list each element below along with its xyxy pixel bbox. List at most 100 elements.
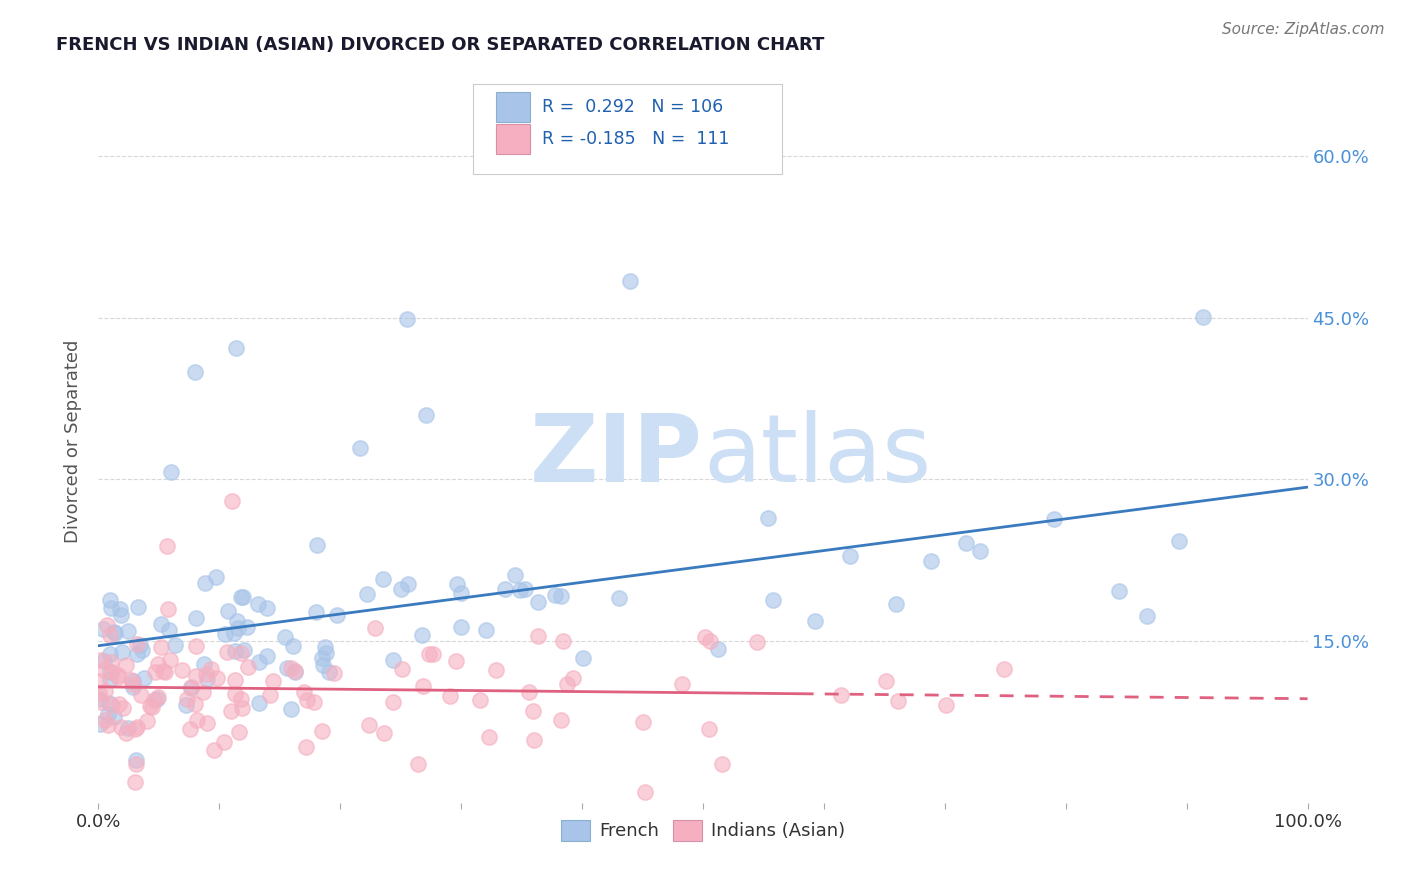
Point	[149, 640, 172, 655]
Point	[122, 673, 145, 688]
FancyBboxPatch shape	[496, 92, 530, 122]
Point	[176, 698, 198, 712]
Point	[100, 655, 122, 669]
Point	[100, 601, 122, 615]
Point	[94, 714, 117, 728]
Point	[247, 598, 270, 612]
Point	[283, 639, 305, 653]
Point	[103, 625, 125, 640]
Point	[935, 698, 957, 712]
Point	[97, 707, 120, 722]
Point	[104, 626, 127, 640]
Point	[494, 582, 516, 597]
Point	[236, 660, 259, 674]
Point	[110, 607, 132, 622]
Point	[838, 549, 860, 563]
Point	[312, 658, 335, 673]
Point	[100, 665, 122, 679]
Point	[229, 590, 252, 604]
Point	[193, 657, 215, 672]
Point	[135, 714, 157, 729]
Point	[256, 601, 278, 615]
Point	[89, 686, 111, 700]
Point	[396, 577, 419, 591]
Point	[176, 692, 198, 706]
Point	[323, 665, 346, 680]
Point	[550, 713, 572, 727]
Point	[305, 538, 328, 552]
Point	[311, 723, 333, 738]
Point	[236, 620, 259, 634]
Point	[107, 668, 129, 682]
Point	[830, 688, 852, 702]
Text: FRENCH VS INDIAN (ASIAN) DIVORCED OR SEPARATED CORRELATION CHART: FRENCH VS INDIAN (ASIAN) DIVORCED OR SEP…	[56, 36, 824, 54]
Point	[695, 630, 717, 644]
Point	[87, 674, 110, 689]
Point	[93, 654, 115, 668]
Point	[186, 713, 208, 727]
Point	[90, 695, 112, 709]
Point	[224, 687, 246, 701]
Point	[191, 685, 214, 699]
Point	[314, 640, 336, 654]
Point	[224, 644, 246, 658]
Point	[152, 664, 174, 678]
Point	[184, 697, 207, 711]
Point	[228, 621, 250, 635]
Point	[194, 575, 217, 590]
Point	[262, 674, 284, 689]
Point	[90, 653, 112, 667]
Text: R =  0.292   N = 106: R = 0.292 N = 106	[543, 98, 724, 116]
Point	[1192, 310, 1215, 325]
FancyBboxPatch shape	[496, 124, 530, 154]
Point	[195, 672, 218, 686]
Point	[204, 570, 226, 584]
Point	[157, 624, 180, 638]
Point	[180, 680, 202, 694]
Point	[634, 785, 657, 799]
Point	[212, 735, 235, 749]
Point	[706, 642, 728, 657]
Point	[143, 665, 166, 679]
Point	[280, 702, 302, 716]
Point	[98, 665, 121, 680]
Point	[381, 695, 404, 709]
Point	[382, 653, 405, 667]
Point	[98, 696, 121, 710]
Point	[146, 691, 169, 706]
Point	[163, 638, 186, 652]
Point	[484, 663, 506, 677]
Point	[184, 611, 207, 625]
Point	[356, 587, 378, 601]
Point	[302, 694, 325, 708]
Point	[197, 715, 219, 730]
Point	[100, 698, 122, 713]
Point	[364, 621, 387, 635]
Point	[446, 654, 468, 668]
Point	[280, 661, 302, 675]
Point	[411, 628, 433, 642]
Point	[107, 670, 129, 684]
Point	[396, 311, 419, 326]
Point	[194, 667, 217, 681]
Point	[184, 639, 207, 653]
Point	[129, 688, 152, 702]
Point	[470, 693, 492, 707]
Point	[544, 588, 567, 602]
Text: R = -0.185   N =  111: R = -0.185 N = 111	[543, 130, 730, 148]
Point	[993, 662, 1015, 676]
Point	[120, 673, 142, 688]
Point	[217, 645, 239, 659]
Point	[231, 692, 253, 706]
Point	[125, 753, 148, 767]
Point	[202, 743, 225, 757]
Point	[619, 274, 641, 288]
Point	[110, 720, 132, 734]
Point	[311, 651, 333, 665]
Point	[284, 665, 307, 679]
Point	[142, 693, 165, 707]
Point	[159, 653, 181, 667]
Point	[756, 510, 779, 524]
Point	[439, 689, 461, 703]
Point	[391, 662, 413, 676]
